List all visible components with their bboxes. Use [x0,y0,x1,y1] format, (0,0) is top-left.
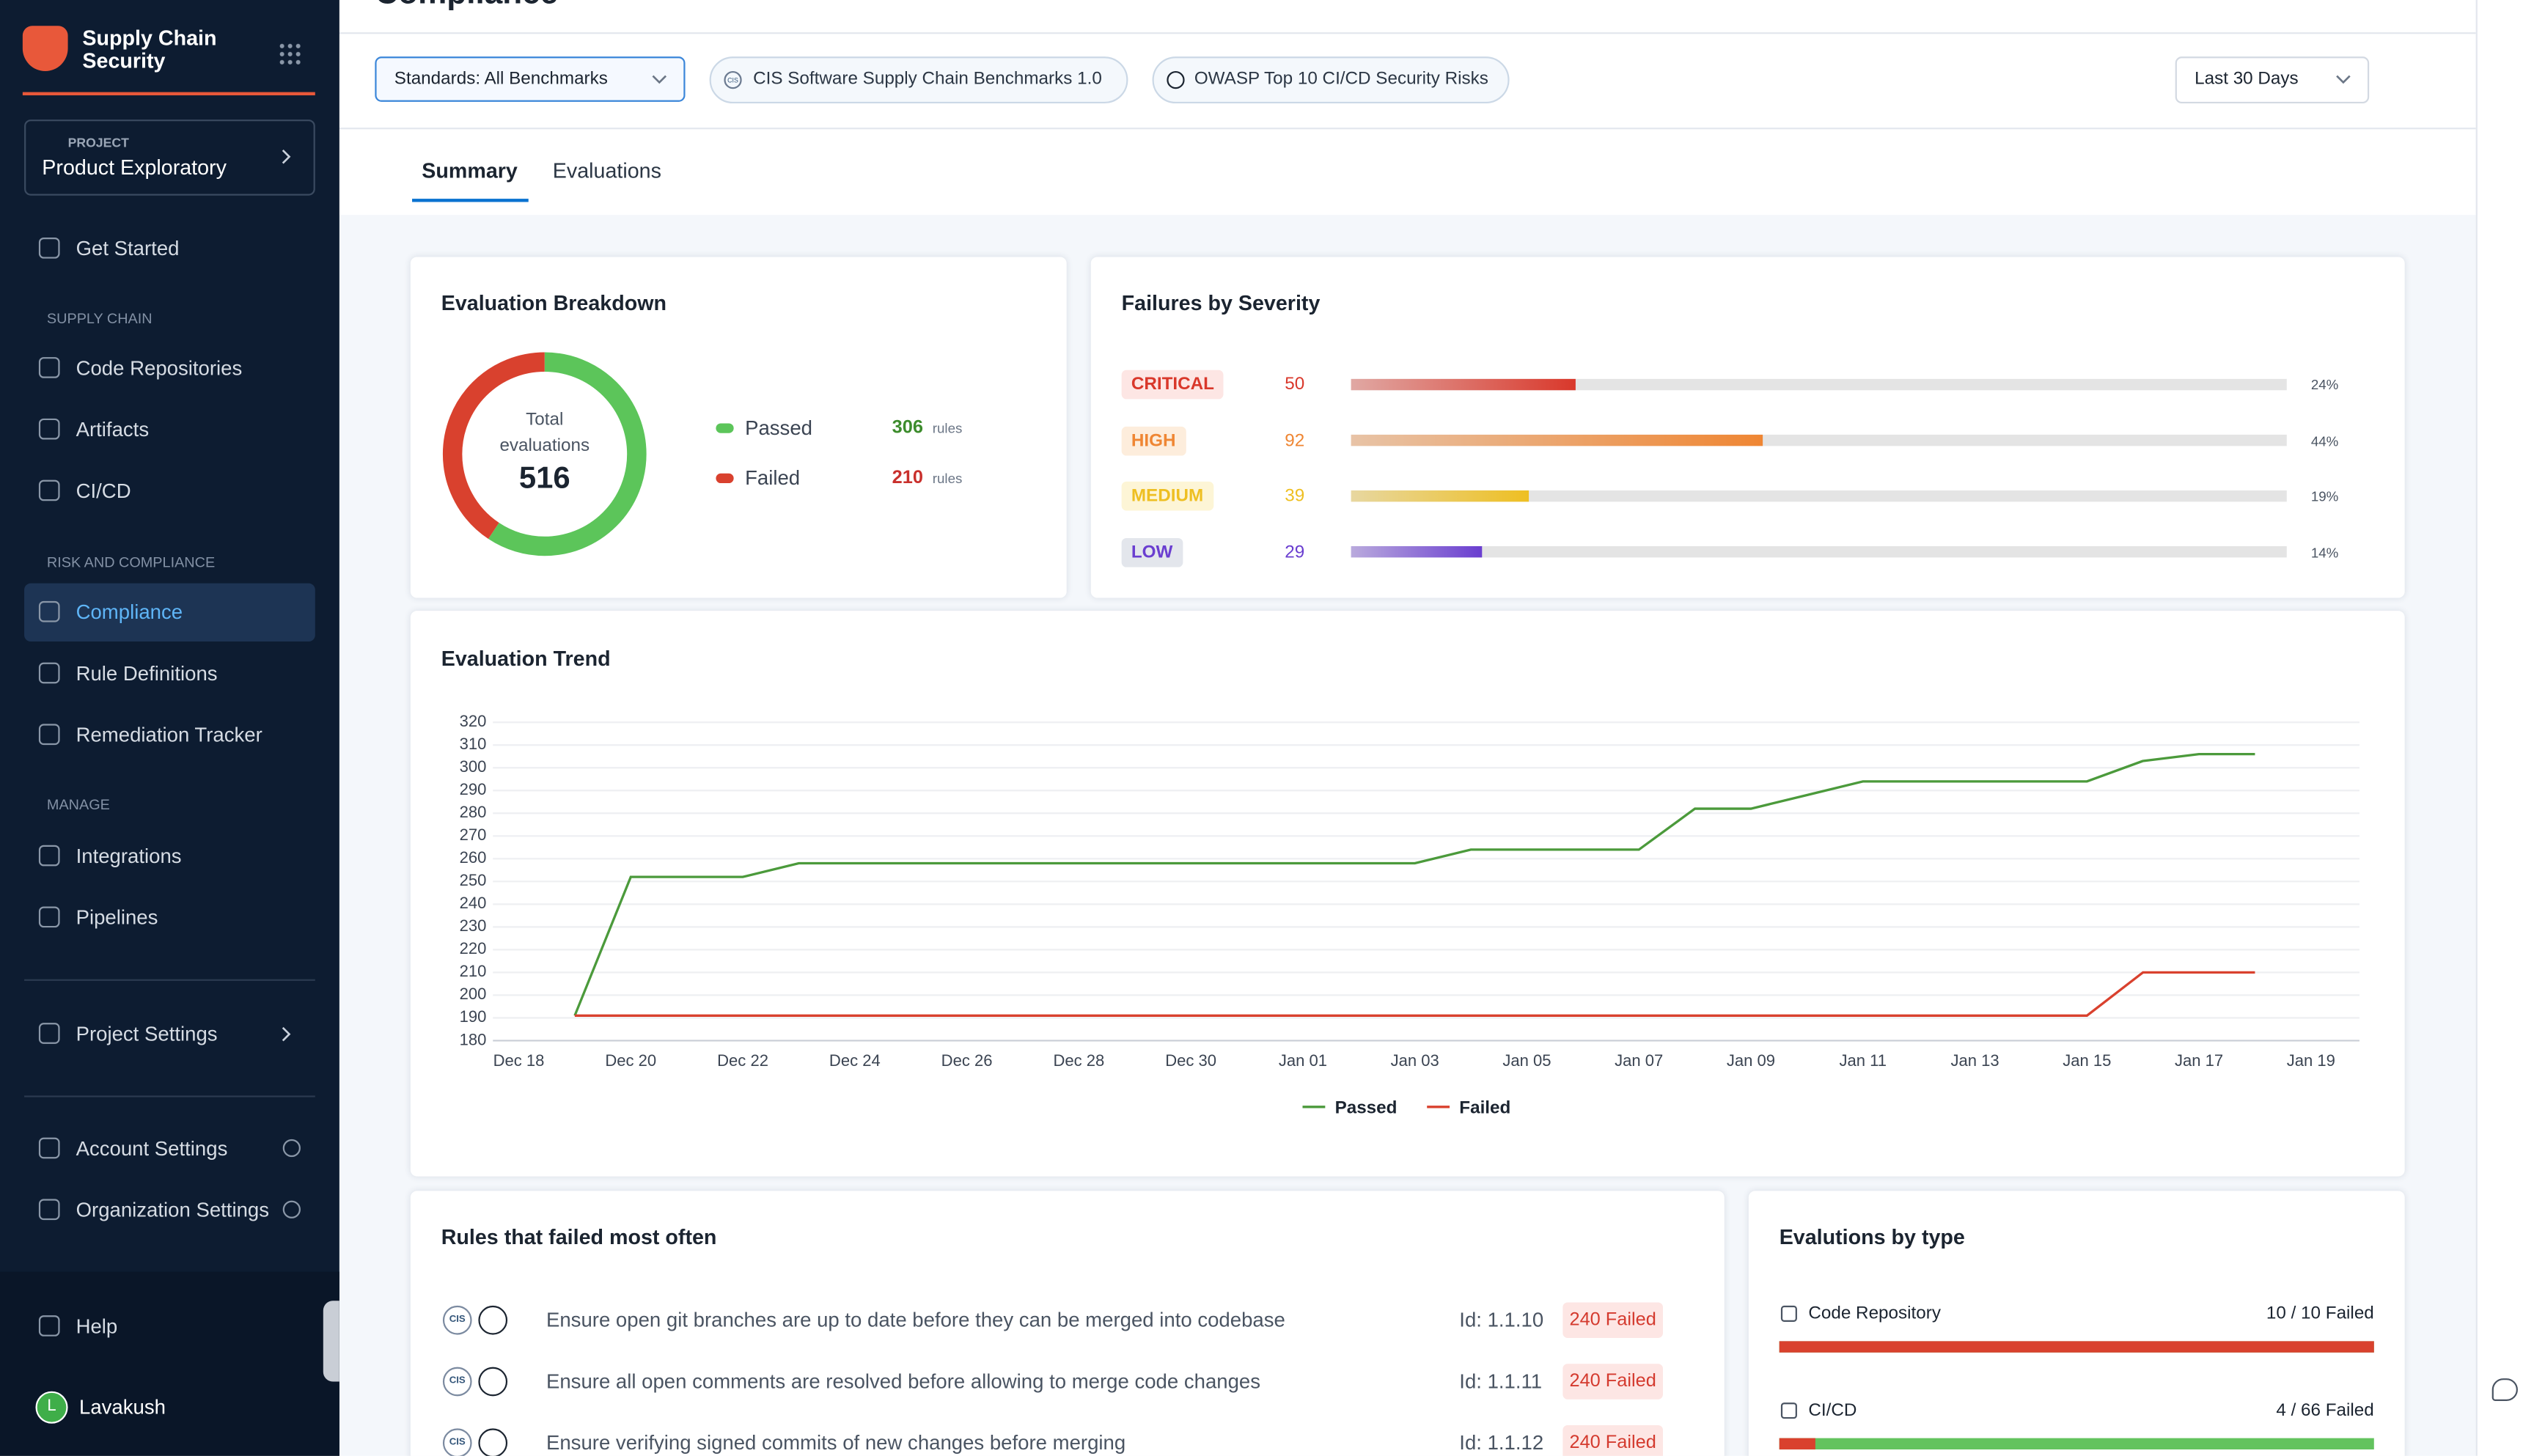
chevron [2337,76,2350,83]
owasp-icon [478,1367,507,1397]
type-status: 4 / 66 Failed [2276,1398,2373,1424]
y-tick-label: 200 [460,985,487,1003]
y-tick-label: 290 [460,780,487,798]
y-tick-label: 220 [460,939,487,957]
rule-text: Ensure open git branches are up to date … [546,1307,1285,1333]
x-tick-label: Jan 13 [1950,1051,1999,1070]
rule-id: Id: 1.1.10 [1459,1307,1543,1333]
severity-percent: 19% [2311,483,2339,509]
chevron [653,76,666,83]
y-tick-label: 320 [460,712,487,730]
severity-chip: LOW [1122,537,1183,567]
chat-icon[interactable] [2492,1378,2518,1401]
type-bar-failed [1780,1341,2374,1352]
donut-center-label: Total evaluations [480,407,609,459]
y-tick-label: 270 [460,826,487,844]
x-tick-label: Jan 17 [2175,1051,2223,1070]
severity-bar [1351,435,1763,446]
y-tick-label: 280 [460,803,487,821]
severity-percent: 44% [2311,427,2339,453]
severity-percent: 14% [2311,539,2339,565]
y-tick-label: 230 [460,916,487,935]
legend-value: 306 [892,415,923,441]
rule-text: Ensure all open comments are resolved be… [546,1369,1260,1394]
y-tick-label: 250 [460,871,487,889]
legend-unit: rules [933,466,963,491]
severity-count: 50 [1285,372,1304,397]
failed-badge: 240 Failed [1562,1425,1663,1456]
legend-label: Passed [1335,1097,1398,1117]
x-tick-label: Dec 26 [941,1051,993,1070]
legend-label: Failed [1459,1097,1510,1117]
y-tick-label: 210 [460,962,487,980]
x-tick-label: Dec 22 [717,1051,768,1070]
x-tick-label: Jan 11 [1839,1051,1887,1070]
severity-count: 29 [1285,539,1304,565]
legend-swatch [716,423,733,433]
rule-id: Id: 1.1.11 [1459,1369,1542,1394]
severity-chip: CRITICAL [1122,370,1224,400]
type-bar-failed [1780,1438,1815,1449]
failed-badge: 240 Failed [1562,1302,1663,1337]
severity-count: 39 [1285,483,1304,509]
rule-text: Ensure verifying signed commits of new c… [546,1430,1125,1456]
cis-icon: CIS [443,1367,472,1397]
chevron [283,150,290,163]
severity-track [1351,546,2287,557]
x-tick-label: Jan 07 [1615,1051,1663,1070]
x-tick-label: Jan 03 [1391,1051,1439,1070]
trend-line [575,972,2255,1015]
legend-label: Failed [745,466,800,491]
x-tick-label: Dec 24 [829,1051,881,1070]
legend-swatch [716,474,733,483]
severity-bar [1351,379,1576,390]
y-tick-label: 300 [460,757,487,776]
chevron [283,1028,290,1041]
x-tick-label: Jan 01 [1279,1051,1327,1070]
x-tick-label: Jan 05 [1502,1051,1551,1070]
y-tick-label: 260 [460,848,487,867]
y-tick-label: 180 [460,1030,487,1048]
severity-bar [1351,490,1529,501]
severity-chip: MEDIUM [1122,482,1213,511]
type-icon [1781,1306,1797,1322]
y-tick-label: 310 [460,735,487,753]
type-label: Code Repository [1808,1301,1941,1326]
severity-chip: HIGH [1122,426,1186,455]
severity-bar [1351,546,1483,557]
failed-badge: 240 Failed [1562,1364,1663,1399]
x-tick-label: Jan 09 [1727,1051,1775,1070]
type-label: CI/CD [1808,1398,1857,1424]
owasp-icon [478,1428,507,1455]
y-tick-label: 240 [460,894,487,912]
type-bar-passed [1780,1438,2374,1449]
x-tick-label: Dec 18 [493,1051,545,1070]
x-tick-label: Dec 28 [1053,1051,1104,1070]
legend-label: Passed [745,415,812,441]
cis-icon: CIS [443,1428,472,1455]
legend-value: 210 [892,466,923,491]
legend-unit: rules [933,415,963,441]
type-status: 10 / 10 Failed [2266,1301,2374,1326]
owasp-icon [478,1306,507,1335]
x-tick-label: Dec 20 [605,1051,656,1070]
cis-icon: CIS [443,1306,472,1335]
rule-id: Id: 1.1.12 [1459,1430,1543,1456]
y-tick-label: 190 [460,1007,487,1026]
severity-count: 92 [1285,427,1304,453]
x-tick-label: Jan 19 [2287,1051,2335,1070]
x-tick-label: Jan 15 [2063,1051,2111,1070]
trend-line [575,754,2255,1016]
type-icon [1781,1402,1797,1419]
x-tick-label: Dec 30 [1165,1051,1216,1070]
donut-total: 516 [480,462,609,497]
severity-percent: 24% [2311,372,2339,397]
